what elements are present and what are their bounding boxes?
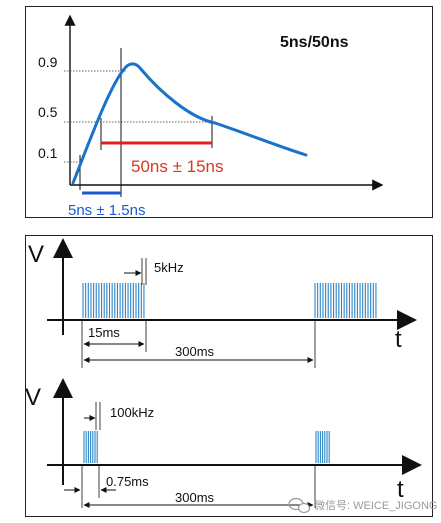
burst5k-pulses-2 xyxy=(314,283,377,318)
burst100k-t-label: t xyxy=(397,476,404,503)
burst100k-period-label: 300ms xyxy=(175,490,215,505)
burst100k-v-label: V xyxy=(25,384,41,411)
burst100k-pulses-1 xyxy=(83,431,98,463)
y-tick-0.1: 0.1 xyxy=(38,145,58,161)
rise-time-label: 5ns ± 1.5ns xyxy=(68,202,145,219)
burst-diagram-panel xyxy=(25,235,433,517)
y-tick-0.5: 0.5 xyxy=(38,104,58,120)
pulse-width-label: 50ns ± 15ns xyxy=(131,157,224,176)
pulse-waveform-panel xyxy=(25,6,433,218)
burst5k-v-label: V xyxy=(28,241,44,268)
burst5k-width-label: 15ms xyxy=(88,325,120,340)
watermark: 微信号: WEICE_JIGONG xyxy=(288,497,437,514)
burst5k-pulses-1 xyxy=(82,283,145,318)
burst100k-pulses-2 xyxy=(315,431,330,463)
pulse-title: 5ns/50ns xyxy=(280,34,349,51)
burst5k-period-label: 300ms xyxy=(175,344,215,359)
burst100k-freq-label: 100kHz xyxy=(110,405,154,420)
wechat-icon xyxy=(288,497,311,514)
burst5k-freq-label: 5kHz xyxy=(154,260,184,275)
watermark-text: 微信号: WEICE_JIGONG xyxy=(314,498,437,512)
y-tick-0.9: 0.9 xyxy=(38,54,58,70)
burst100k-width-label: 0.75ms xyxy=(106,474,149,489)
burst5k-t-label: t xyxy=(395,326,402,353)
pulse-curve xyxy=(71,62,308,185)
